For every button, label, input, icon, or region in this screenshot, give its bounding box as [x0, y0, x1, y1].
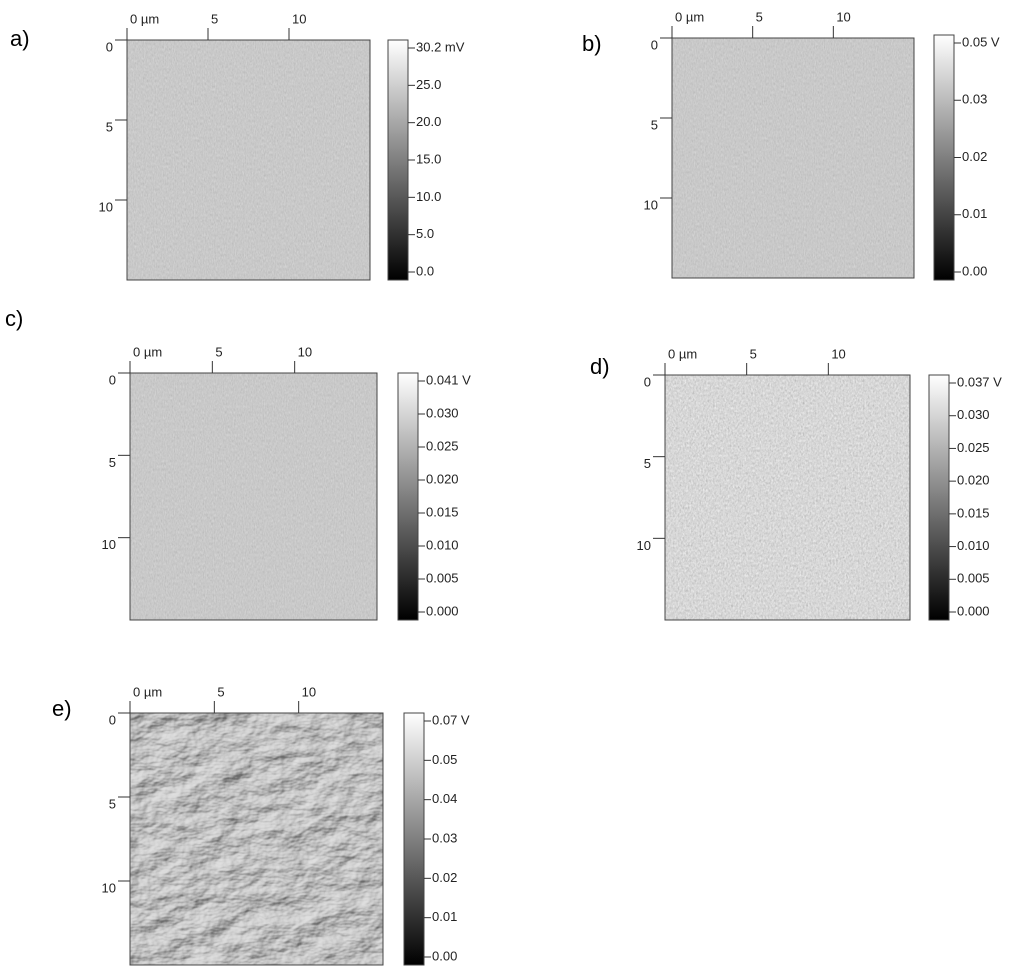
colorbar-tick-label: 0.041 V: [426, 372, 471, 387]
y-tick-label: 10: [637, 538, 651, 553]
colorbar-tick-label: 0.005: [426, 570, 459, 585]
colorbar-tick-label: 0.000: [426, 603, 459, 618]
colorbar-tick-label: 0.02: [432, 870, 457, 885]
figure: a) 0 µm 5 10 0 5 10 30.2 mV 25.0 20.0 15.0 10.0 5.0 0…: [0, 0, 1014, 966]
colorbar-tick-label: 0.020: [957, 473, 990, 488]
y-tick-label: 0: [109, 372, 116, 387]
y-tick-label: 5: [109, 796, 116, 811]
colorbar: [929, 375, 949, 620]
y-tick-label: 0: [644, 374, 651, 389]
colorbar-tick-label: 0.07 V: [432, 712, 470, 727]
colorbar-tick-label: 0.030: [957, 407, 990, 422]
afm-image: [127, 40, 370, 280]
colorbar-tick-label: 0.03: [962, 92, 987, 107]
afm-image: [130, 713, 383, 965]
x-tick-label: 0 µm: [133, 344, 162, 359]
colorbar-tick-label: 30.2 mV: [416, 39, 465, 54]
y-tick-label: 0: [106, 39, 113, 54]
y-tick-label: 0: [109, 712, 116, 727]
y-tick-label: 10: [102, 880, 116, 895]
colorbar-tick-label: 0.00: [962, 263, 987, 278]
colorbar-tick-label: 0.000: [957, 603, 990, 618]
colorbar-tick-label: 0.05: [432, 752, 457, 767]
colorbar: [404, 713, 424, 965]
colorbar-tick-label: 0.020: [426, 471, 459, 486]
y-tick-label: 5: [106, 119, 113, 134]
x-tick-label: 10: [298, 344, 312, 359]
x-tick-label: 5: [211, 11, 218, 26]
x-tick-label: 10: [831, 346, 845, 361]
y-tick-label: 10: [99, 199, 113, 214]
colorbar: [934, 35, 954, 280]
colorbar-tick-label: 5.0: [416, 226, 434, 241]
panel-label: e): [52, 696, 72, 721]
panel-label: b): [582, 31, 602, 56]
x-tick-label: 5: [215, 344, 222, 359]
x-tick-label: 0 µm: [668, 346, 697, 361]
colorbar-tick-label: 0.037 V: [957, 374, 1002, 389]
x-tick-label: 0 µm: [133, 684, 162, 699]
x-tick-label: 10: [292, 11, 306, 26]
colorbar-tick-label: 20.0: [416, 114, 441, 129]
y-tick-label: 5: [651, 117, 658, 132]
colorbar-tick-label: 25.0: [416, 77, 441, 92]
x-tick-label: 5: [217, 684, 224, 699]
y-tick-label: 10: [644, 197, 658, 212]
colorbar-tick-label: 0.02: [962, 149, 987, 164]
colorbar-tick-label: 0.03: [432, 830, 457, 845]
colorbar-tick-label: 0.015: [426, 504, 459, 519]
y-tick-label: 10: [102, 537, 116, 552]
colorbar-tick-label: 0.015: [957, 505, 990, 520]
afm-image: [665, 375, 910, 620]
colorbar: [388, 40, 408, 280]
colorbar-tick-label: 0.010: [426, 537, 459, 552]
colorbar-tick-label: 0.01: [962, 206, 987, 221]
y-tick-label: 0: [651, 37, 658, 52]
colorbar-tick-label: 0.04: [432, 791, 457, 806]
panel-label: c): [5, 306, 23, 331]
y-tick-label: 5: [109, 455, 116, 470]
colorbar-tick-label: 0.005: [957, 571, 990, 586]
colorbar-tick-label: 15.0: [416, 151, 441, 166]
colorbar-tick-label: 10.0: [416, 189, 441, 204]
x-tick-label: 5: [750, 346, 757, 361]
colorbar-tick-label: 0.030: [426, 405, 459, 420]
colorbar-tick-label: 0.010: [957, 538, 990, 553]
x-tick-label: 5: [756, 9, 763, 24]
colorbar-tick-label: 0.01: [432, 909, 457, 924]
panel-label: a): [10, 26, 30, 51]
colorbar-tick-label: 0.025: [426, 438, 459, 453]
colorbar-tick-label: 0.025: [957, 440, 990, 455]
colorbar-tick-label: 0.0: [416, 263, 434, 278]
panel-label: d): [590, 354, 610, 379]
afm-image: [672, 38, 914, 278]
colorbar: [398, 373, 418, 620]
colorbar-tick-label: 0.00: [432, 948, 457, 963]
x-tick-label: 0 µm: [130, 11, 159, 26]
y-tick-label: 5: [644, 456, 651, 471]
afm-image: [130, 373, 377, 620]
colorbar-tick-label: 0.05 V: [962, 34, 1000, 49]
x-tick-label: 10: [302, 684, 316, 699]
x-tick-label: 0 µm: [675, 9, 704, 24]
x-tick-label: 10: [836, 9, 850, 24]
